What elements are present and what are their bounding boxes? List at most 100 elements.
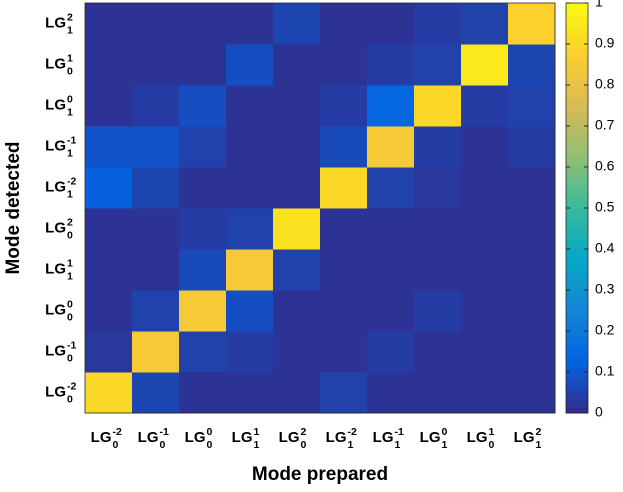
- colorbar-segment: [566, 272, 588, 279]
- tick-label-sub: 1: [67, 188, 73, 200]
- colorbar-segment: [566, 368, 588, 376]
- heatmap-cell: [508, 85, 556, 127]
- colorbar-segment: [566, 284, 588, 292]
- colorbar-segment: [566, 137, 588, 145]
- heatmap-cell: [414, 208, 462, 250]
- heatmap-cell: [414, 331, 462, 373]
- tick-label-sup: 2: [67, 11, 73, 23]
- tick-label-sup: -1: [67, 134, 76, 146]
- colorbar-segment: [566, 387, 588, 395]
- tick-label-sub: 0: [160, 439, 166, 451]
- heatmap-cell: [367, 126, 415, 168]
- heatmap-cell: [320, 331, 368, 373]
- tick-label-sub: 1: [442, 439, 448, 451]
- tick-label-base: LG: [279, 429, 300, 446]
- tick-label-sup: -2: [113, 426, 122, 438]
- heatmap-cell: [414, 126, 462, 168]
- colorbar-segment: [566, 169, 588, 177]
- colorbar-segment: [566, 214, 588, 222]
- tick-label-base: LG: [232, 429, 253, 446]
- tick-label-sup: -2: [67, 380, 76, 392]
- heatmap-cell: [461, 85, 509, 127]
- colorbar-segment: [566, 143, 588, 151]
- heatmap-cell: [508, 44, 556, 86]
- heatmap-cell: [85, 3, 133, 45]
- heatmap-cell: [508, 372, 556, 414]
- tick-label-sup: 0: [67, 93, 73, 105]
- colorbar-segment: [566, 336, 588, 344]
- colorbar-segment: [566, 393, 588, 401]
- heatmap-cell: [85, 85, 133, 127]
- heatmap-cell: [320, 44, 368, 86]
- colorbar-segment: [566, 259, 588, 267]
- colorbar-segment: [566, 28, 588, 36]
- heatmap-cell: [226, 126, 274, 168]
- colorbar-tick-label: 0: [595, 404, 603, 420]
- tick-label-sup: 0: [442, 426, 448, 438]
- colorbar-segment: [566, 400, 588, 408]
- tick-label-sub: 0: [67, 352, 73, 364]
- heatmap-cell: [273, 3, 321, 45]
- tick-label-base: LG: [45, 55, 66, 72]
- heatmap-cell: [132, 249, 180, 291]
- heatmap-cell: [508, 167, 556, 209]
- heatmap-cell: [226, 44, 274, 86]
- colorbar-segment: [566, 15, 588, 23]
- tick-label-sub: 1: [67, 147, 73, 159]
- colorbar-segment: [566, 201, 588, 209]
- heatmap-cell: [461, 249, 509, 291]
- heatmap-cell: [179, 372, 227, 414]
- heatmap-cell: [367, 167, 415, 209]
- heatmap-cell: [414, 167, 462, 209]
- heatmap-cell: [320, 290, 368, 332]
- tick-label-base: LG: [138, 429, 159, 446]
- heatmap-cell: [132, 167, 180, 209]
- heatmap-cell: [461, 372, 509, 414]
- tick-label-sup: -1: [160, 426, 169, 438]
- heatmap-cell: [179, 208, 227, 250]
- colorbar-segment: [566, 22, 588, 30]
- colorbar-segment: [566, 278, 588, 286]
- heatmap-cell: [85, 208, 133, 250]
- heatmap-cell: [179, 290, 227, 332]
- colorbar-segment: [566, 374, 588, 382]
- heatmap-cell: [132, 331, 180, 373]
- colorbar-segment: [566, 73, 588, 81]
- colorbar-segment: [566, 195, 588, 203]
- colorbar-segment: [566, 156, 588, 164]
- heatmap-cell: [179, 85, 227, 127]
- heatmap-cell: [367, 372, 415, 414]
- colorbar-segment: [566, 35, 588, 42]
- colorbar-segment: [566, 297, 588, 305]
- heatmap-cell: [226, 372, 274, 414]
- tick-label-base: LG: [420, 429, 441, 446]
- heatmap-cell: [461, 3, 509, 45]
- tick-label-sup: 2: [301, 426, 307, 438]
- heatmap-cell: [273, 290, 321, 332]
- heatmap-cell: [273, 249, 321, 291]
- tick-label-base: LG: [45, 260, 66, 277]
- colorbar-segment: [566, 220, 588, 228]
- heatmap-cell: [320, 85, 368, 127]
- heatmap-cell: [320, 3, 368, 45]
- heatmap-cell: [85, 126, 133, 168]
- heatmap-cell: [414, 249, 462, 291]
- colorbar-segment: [566, 227, 588, 235]
- heatmap-cell: [320, 167, 368, 209]
- heatmap-cell: [226, 208, 274, 250]
- colorbar-segment: [566, 131, 588, 139]
- colorbar-segment: [566, 105, 588, 113]
- heatmap-cell: [461, 167, 509, 209]
- colorbar-segment: [566, 47, 588, 55]
- tick-label-sub: 0: [67, 393, 73, 405]
- colorbar-tick-label: 0.4: [595, 240, 615, 256]
- colorbar-segment: [566, 150, 588, 158]
- heatmap-cell: [414, 372, 462, 414]
- y-axis-label: Mode detected: [3, 141, 24, 274]
- heatmap-cell: [273, 85, 321, 127]
- tick-label-sup: 0: [207, 426, 213, 438]
- colorbar-segment: [566, 246, 588, 254]
- colorbar-segment: [566, 291, 588, 299]
- tick-label-sub: 1: [67, 106, 73, 118]
